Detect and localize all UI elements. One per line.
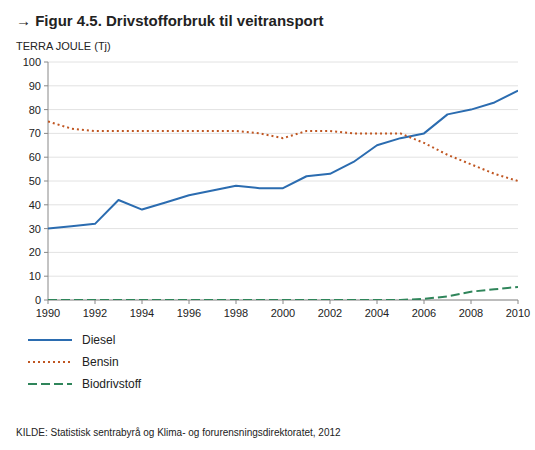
y-tick [44,181,48,182]
grid-line [48,228,518,229]
x-tick-label: 1998 [224,307,248,319]
x-tick-label: 2002 [318,307,342,319]
x-tick-label: 2008 [459,307,483,319]
y-tick [44,204,48,205]
y-tick-label: 0 [35,294,41,306]
y-tick-label: 80 [29,104,41,116]
x-tick [142,300,143,304]
legend-label: Biodrivstoff [82,377,142,391]
x-tick-label: 2010 [506,307,530,319]
legend-swatch [28,383,72,385]
legend-label: Diesel [82,333,115,347]
y-tick-label: 60 [29,151,41,163]
legend-label: Bensin [82,355,119,369]
y-tick-label: 40 [29,199,41,211]
y-axis-line [48,62,49,300]
x-tick [377,300,378,304]
legend-swatch [28,361,72,363]
x-tick [48,300,49,304]
lines [48,91,518,300]
y-tick-label: 100 [23,56,41,68]
x-tick-label: 1994 [130,307,154,319]
series-line [48,287,518,300]
chart: → Figur 4.5. Drivstofforbruk til veitran… [0,0,535,450]
x-tick [424,300,425,304]
x-tick-label: 2004 [365,307,389,319]
y-tick [44,157,48,158]
x-tick [236,300,237,304]
legend: Diesel Bensin Biodrivstoff [28,333,142,391]
y-tick [44,133,48,134]
y-tick [44,228,48,229]
x-tick [95,300,96,304]
grid-line [48,157,518,158]
y-tick-label: 10 [29,270,41,282]
grid-line [48,109,518,110]
grid [48,62,518,300]
x-tick-label: 1996 [177,307,201,319]
x-tick-label: 1992 [83,307,107,319]
legend-swatch [28,339,72,341]
y-tick [44,276,48,277]
y-tick-label: 20 [29,246,41,258]
y-tick [44,85,48,86]
grid-line [48,252,518,253]
y-tick [44,252,48,253]
grid-line [48,85,518,86]
x-tick [471,300,472,304]
y-tick-label: 70 [29,127,41,139]
grid-line [48,181,518,182]
grid-line [48,62,518,63]
series-line [48,91,518,229]
y-tick-label: 90 [29,80,41,92]
grid-line [48,276,518,277]
y-tick-label: 30 [29,223,41,235]
x-tick [518,300,519,304]
y-axis-label: TERRA JOULE (Tj) [16,40,111,52]
y-tick-label: 50 [29,175,41,187]
x-tick-label: 2006 [412,307,436,319]
title: → Figur 4.5. Drivstofforbruk til veitran… [16,12,324,29]
series-line [48,122,518,182]
grid-line [48,133,518,134]
x-tick [330,300,331,304]
y-tick [44,62,48,63]
x-tick [283,300,284,304]
y-tick [44,109,48,110]
y-tick [44,300,48,301]
source: KILDE: Statistisk sentrabyrå og Klima- o… [16,427,341,438]
x-tick-label: 2000 [271,307,295,319]
x-tick-label: 1990 [36,307,60,319]
grid-line [48,204,518,205]
x-tick [189,300,190,304]
